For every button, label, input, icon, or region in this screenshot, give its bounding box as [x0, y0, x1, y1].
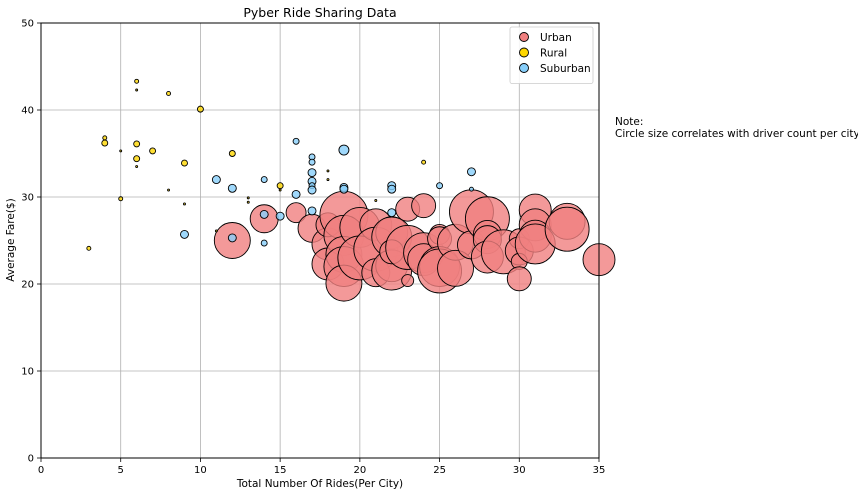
legend-marker-urban [519, 32, 529, 42]
data-point [196, 105, 204, 113]
data-point [544, 206, 590, 252]
data-point [469, 186, 474, 192]
data-point [275, 211, 285, 221]
data-point [292, 137, 300, 145]
data-point [260, 176, 268, 184]
legend-box [509, 26, 594, 84]
data-point [387, 184, 397, 194]
data-point [102, 135, 108, 141]
data-point [506, 266, 532, 292]
x-tick-label: 35 [593, 465, 606, 476]
data-point [259, 209, 269, 219]
data-point [180, 229, 189, 239]
y-axis-label: Average Fare($) [5, 198, 17, 281]
x-tick-label: 20 [353, 465, 366, 476]
data-point [467, 167, 476, 177]
data-point [101, 139, 109, 147]
plot-frame [40, 22, 600, 459]
data-point [214, 229, 218, 233]
legend-marker-suburban [519, 63, 529, 73]
legend-label-urban: Urban [540, 32, 572, 44]
data-point [183, 202, 186, 206]
x-tick-label: 25 [433, 465, 446, 476]
y-tick-label: 40 [21, 106, 34, 117]
x-tick-label: 10 [194, 465, 207, 476]
data-point [86, 245, 92, 251]
data-point [133, 155, 141, 163]
chart-title: Pyber Ride Sharing Data [243, 5, 396, 20]
y-tick-label: 10 [21, 367, 34, 378]
data-point [118, 196, 124, 202]
data-point [307, 185, 317, 195]
data-point [436, 182, 444, 190]
data-point [338, 144, 350, 156]
y-tick-label: 50 [21, 19, 34, 30]
data-point [246, 200, 250, 204]
data-point [401, 274, 415, 287]
data-point [135, 88, 139, 92]
y-tick-label: 0 [28, 454, 34, 465]
data-point [374, 199, 378, 202]
data-point [387, 208, 397, 218]
data-point [260, 239, 268, 247]
x-tick-label: 15 [274, 465, 287, 476]
series-suburban [180, 137, 476, 247]
series-rural [86, 78, 427, 251]
data-point [119, 149, 123, 153]
data-point [437, 249, 474, 287]
data-point [307, 168, 317, 178]
y-tick-label: 30 [21, 193, 34, 204]
axis-ticks: 0 5 10 15 20 25 30 35 0 10 20 30 40 50 [21, 19, 605, 477]
data-point [307, 206, 317, 216]
data-point [291, 189, 301, 199]
note-text: Circle size correlates with driver count… [615, 128, 858, 140]
data-point [246, 196, 250, 200]
data-point [228, 150, 236, 157]
data-point [308, 158, 316, 166]
data-point [421, 159, 427, 165]
y-tick-label: 20 [21, 280, 34, 291]
data-point [211, 175, 221, 185]
legend-marker-rural [519, 47, 529, 58]
data-point [278, 188, 282, 192]
x-tick-label: 0 [38, 465, 44, 476]
x-tick-label: 5 [118, 465, 124, 476]
x-axis-label: Total Number Of Rides(Per City) [236, 478, 403, 490]
data-point [134, 78, 140, 84]
data-point [285, 202, 307, 224]
data-point [227, 233, 237, 243]
data-point [326, 169, 330, 173]
data-point [276, 182, 284, 190]
data-point [149, 147, 157, 155]
data-point [167, 188, 170, 192]
data-point [181, 159, 188, 167]
data-points [86, 78, 616, 302]
data-point [339, 184, 349, 194]
note-heading: Note: [615, 116, 644, 128]
data-point [411, 193, 437, 219]
note-box: Note: Circle size correlates with driver… [615, 116, 858, 140]
data-point [326, 178, 330, 182]
legend-label-suburban: Suburban [540, 63, 591, 75]
x-tick-label: 30 [513, 465, 526, 476]
series-urban [213, 189, 616, 302]
data-point [135, 165, 139, 169]
legend-label-rural: Rural [540, 47, 567, 59]
data-point [133, 140, 141, 148]
data-point [227, 183, 237, 193]
data-point [166, 91, 171, 96]
legend: Urban Rural Suburban [509, 26, 594, 84]
